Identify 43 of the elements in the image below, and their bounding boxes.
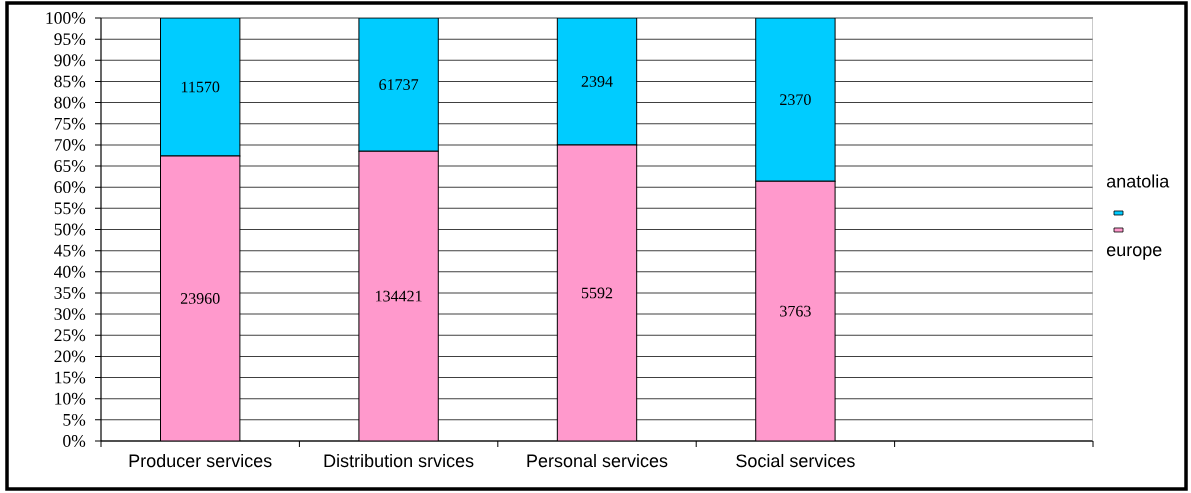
y-tick-label: 15% [55,371,86,384]
y-tick-label: 95% [54,33,86,46]
y-tick-label: 100% [46,12,86,24]
text: anatolia [1106,174,1170,188]
annotation: 23960 [180,293,220,304]
annotation: 5592 [581,287,613,299]
y-tick-label: 5% [63,413,86,426]
y-tick-label: 90% [54,54,86,67]
y-tick-label: 50% [54,223,86,236]
bar [755,180,836,441]
y-tick-label: 85% [54,75,86,88]
y-tick-label: 55% [54,202,86,215]
x-tick-label: Producer services [129,453,272,468]
x-tick-label: Personal services [527,453,668,468]
y-tick-label: 20% [54,350,86,363]
bar [160,155,240,441]
annotation: 3763 [780,305,811,317]
x-tick-label: Social services [736,453,855,468]
annotation: 61737 [379,79,419,90]
annotation: 11570 [181,81,220,93]
annotation: 134421 [376,290,422,302]
bar [160,18,241,157]
bar [358,18,439,152]
y-tick-label: 10% [55,392,86,405]
y-tick-label: 0% [63,435,86,447]
y-tick-label: 40% [54,265,86,278]
legend-label: europe [1106,246,1162,260]
y-tick-label: 35% [54,287,86,299]
y-tick-label: 80% [54,96,86,109]
bar [358,151,439,441]
y-tick-label: 25% [54,329,86,342]
annotation: 2394 [581,76,613,87]
y-tick-label: 30% [54,308,86,321]
y-tick-label: 75% [54,117,86,130]
bar [557,144,637,441]
y-tick-label: 60% [54,181,86,194]
x-tick-label: Distribution srvices [324,453,474,468]
bar [556,18,638,146]
y-tick-label: 65% [54,160,86,172]
bar [755,18,836,182]
y-tick-label: 45% [54,244,86,257]
y-tick-label: 70% [54,138,86,151]
annotation: 2370 [780,94,811,106]
